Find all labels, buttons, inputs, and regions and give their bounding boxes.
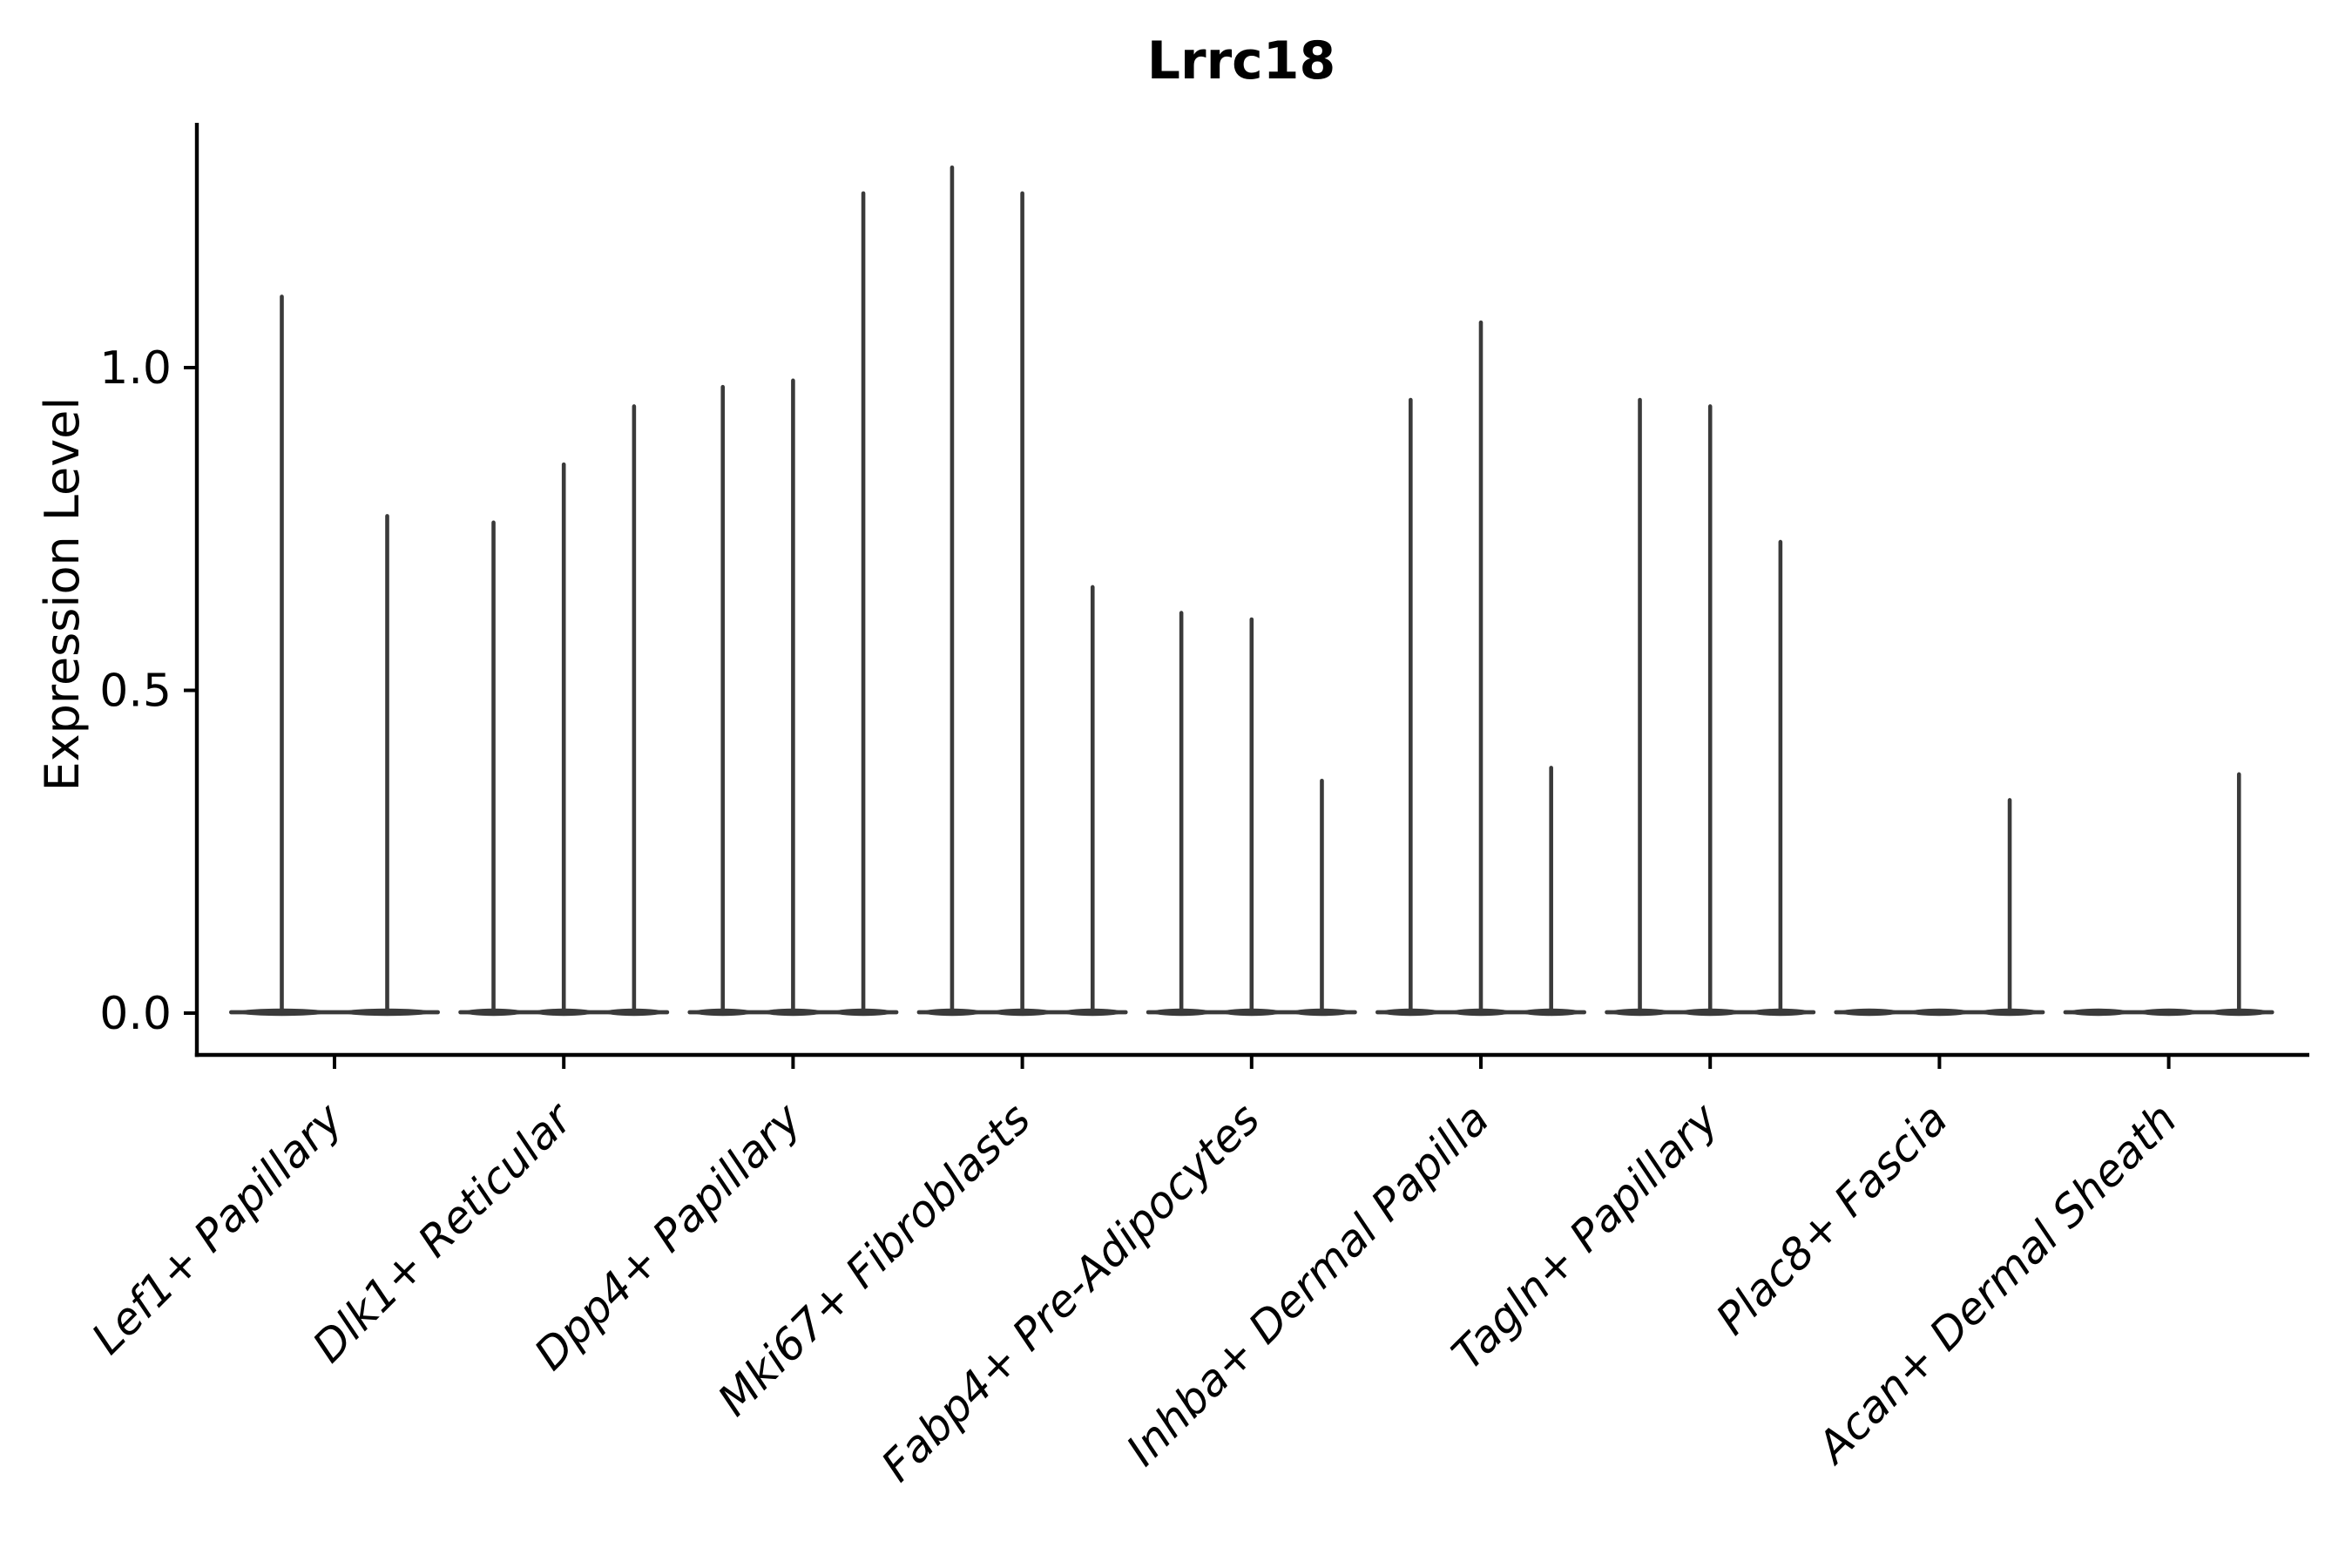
x-category-label: Inhba+ Dermal Papilla bbox=[1117, 1093, 1498, 1475]
violins-layer bbox=[229, 165, 2274, 1017]
x-axis-ticks bbox=[333, 1055, 2171, 1069]
y-tick-label: 0.0 bbox=[99, 988, 172, 1040]
x-category-label: Plac8+ Fascia bbox=[1707, 1093, 1957, 1344]
y-tick-label: 1.0 bbox=[99, 342, 172, 395]
x-category-label: Fabp4+ Pre-Adipocytes bbox=[872, 1093, 1270, 1491]
x-category-label: Acan+ Dermal Sheath bbox=[1806, 1093, 2186, 1474]
chart-title: Lrrc18 bbox=[1146, 30, 1336, 91]
violin-body bbox=[1839, 1008, 1899, 1017]
y-axis-ticks: 0.0 0.5 1.0 bbox=[99, 342, 197, 1040]
x-category-label: Lef1+ Papillary bbox=[82, 1092, 353, 1363]
violin-body bbox=[2069, 1008, 2128, 1017]
violin-body bbox=[2139, 1008, 2199, 1017]
y-tick-label: 0.5 bbox=[99, 666, 172, 718]
violin-body bbox=[1909, 1008, 1970, 1017]
